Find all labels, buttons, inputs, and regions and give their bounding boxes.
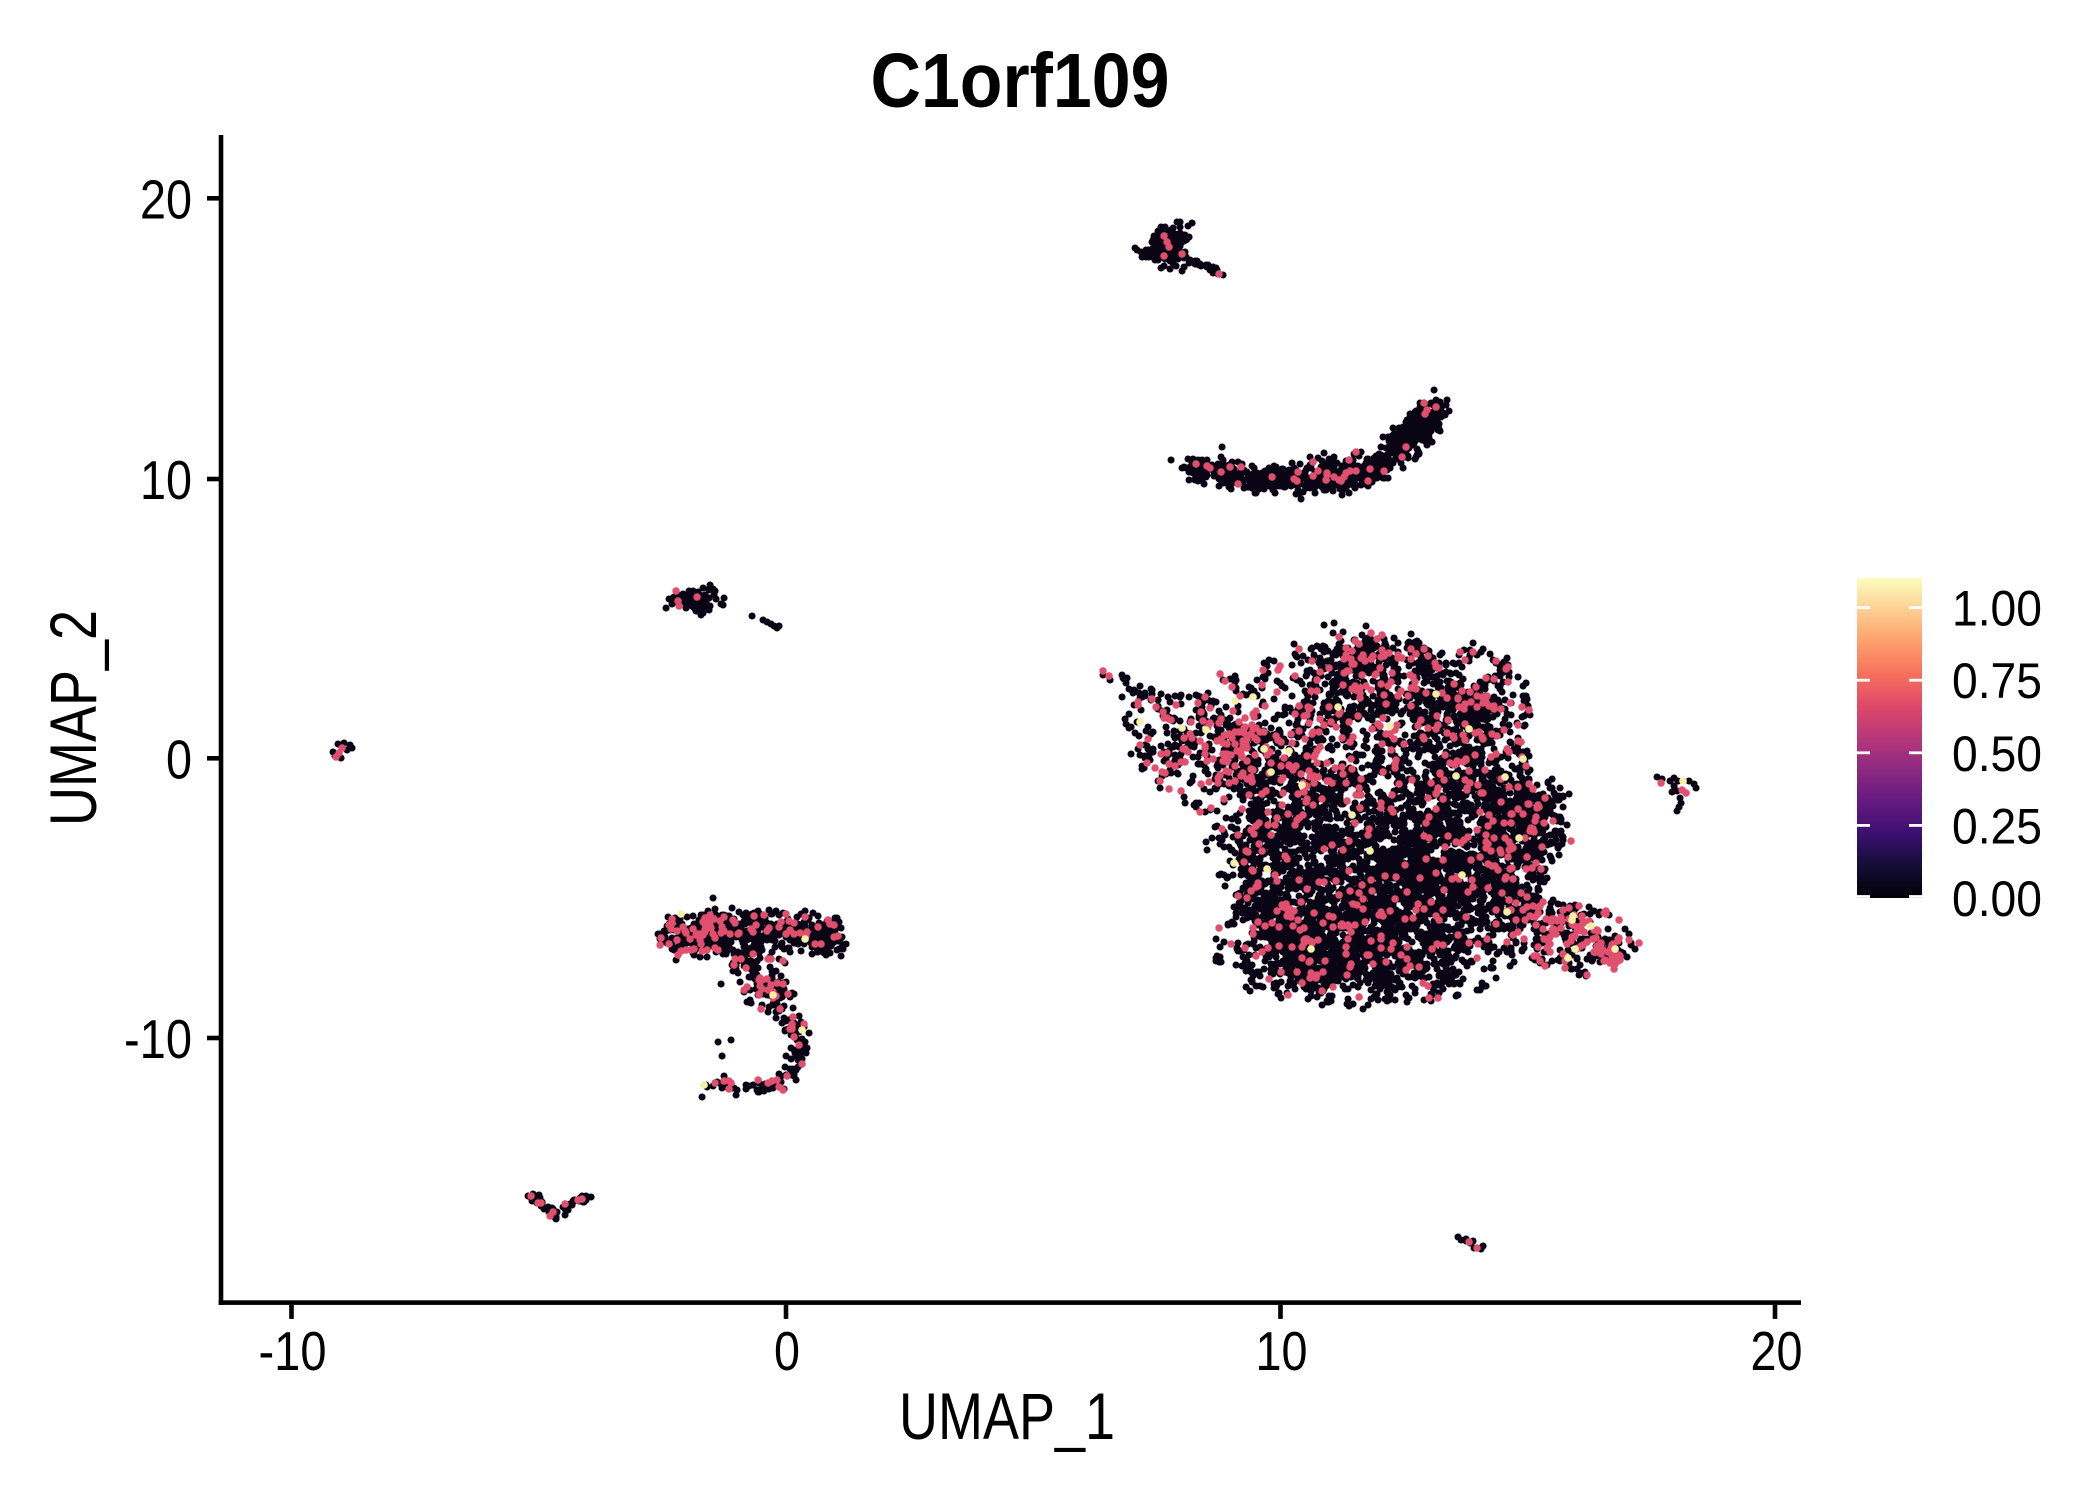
svg-text:0: 0 (166, 728, 192, 790)
svg-text:20: 20 (1751, 1320, 1803, 1382)
svg-text:10: 10 (1256, 1320, 1308, 1382)
svg-text:0: 0 (774, 1320, 800, 1382)
svg-text:-10: -10 (124, 1008, 192, 1070)
svg-text:C1orf109: C1orf109 (871, 38, 1170, 124)
svg-text:0.50: 0.50 (1952, 726, 2042, 782)
svg-text:1.00: 1.00 (1952, 581, 2042, 637)
svg-text:-10: -10 (259, 1320, 327, 1382)
svg-text:UMAP_1: UMAP_1 (899, 1379, 1115, 1453)
svg-text:0.00: 0.00 (1952, 871, 2042, 927)
svg-text:20: 20 (140, 168, 192, 230)
svg-text:0.75: 0.75 (1952, 653, 2042, 709)
svg-text:UMAP_2: UMAP_2 (36, 610, 110, 826)
svg-text:10: 10 (140, 449, 192, 511)
svg-text:0.25: 0.25 (1952, 798, 2042, 854)
